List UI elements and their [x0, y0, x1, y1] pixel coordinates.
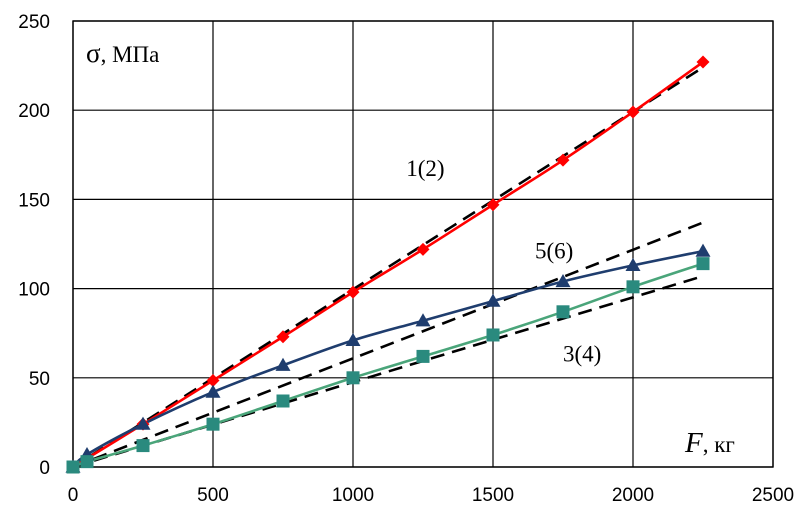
- x-tick-label: 2000: [612, 485, 654, 506]
- y-tick-label: 0: [39, 458, 50, 479]
- triangle-marker: [345, 332, 361, 346]
- triangle-marker: [415, 313, 431, 327]
- diamond-marker: [276, 330, 290, 344]
- diamond-marker: [626, 105, 640, 119]
- y-axis-unit: , МПа: [101, 42, 160, 67]
- reference-line: [72, 66, 704, 469]
- square-marker: [556, 305, 570, 319]
- triangle-marker: [135, 416, 151, 430]
- reference-lines: [72, 66, 704, 469]
- x-axis-symbol: F: [684, 427, 703, 459]
- tick-labels: 0 500 1000 1500 2000 2500 0 50 100 150 200 250: [18, 12, 794, 506]
- y-axis-symbol: σ: [86, 38, 101, 68]
- square-marker: [136, 439, 150, 453]
- square-marker: [346, 371, 360, 385]
- square-marker: [696, 257, 710, 271]
- x-tick-label: 1500: [472, 485, 514, 506]
- triangle-marker: [275, 357, 291, 371]
- diamond-marker: [416, 242, 430, 256]
- x-tick-label: 1000: [332, 485, 374, 506]
- markers: [65, 55, 711, 474]
- square-marker: [486, 328, 500, 342]
- series-line: [72, 262, 704, 469]
- plot-frame: [72, 20, 774, 468]
- diamond-marker: [346, 285, 360, 299]
- y-tick-label: 250: [18, 12, 50, 33]
- reference-line: [72, 221, 704, 469]
- curve-label: 1(2): [406, 156, 444, 181]
- curve-labels: 1(2) 5(6) 3(4): [406, 156, 601, 367]
- curve-label: 3(4): [563, 342, 601, 367]
- x-axis-label: F, кг: [684, 427, 735, 459]
- triangle-marker: [485, 293, 501, 307]
- triangle-marker: [625, 257, 641, 272]
- triangle-marker: [695, 243, 711, 257]
- y-tick-label: 200: [18, 101, 50, 122]
- square-marker: [416, 349, 430, 363]
- x-tick-label: 0: [68, 485, 79, 506]
- y-tick-label: 100: [18, 280, 50, 301]
- triangle-marker: [555, 273, 571, 288]
- x-tick-label: 500: [197, 485, 229, 506]
- x-axis-unit: , кг: [703, 432, 735, 457]
- square-marker: [80, 455, 94, 469]
- diamond-marker: [206, 373, 220, 387]
- curve-label: 5(6): [535, 238, 573, 263]
- grid: [72, 20, 774, 468]
- square-marker: [66, 460, 80, 474]
- diamond-marker: [486, 198, 500, 212]
- x-tick-label: 2500: [752, 485, 794, 506]
- square-marker: [206, 417, 220, 431]
- y-tick-label: 150: [18, 190, 50, 211]
- square-marker: [626, 280, 640, 294]
- y-axis-label: σ, МПа: [86, 38, 159, 68]
- series-line: [72, 60, 704, 469]
- square-marker: [276, 394, 290, 408]
- series-line: [72, 249, 704, 468]
- y-tick-label: 50: [29, 369, 50, 390]
- diamond-marker: [696, 55, 710, 69]
- triangle-marker: [205, 384, 221, 398]
- diamond-marker: [556, 153, 570, 167]
